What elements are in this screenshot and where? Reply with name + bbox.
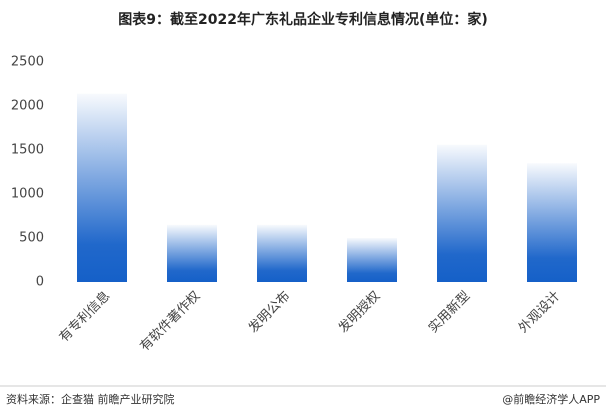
y-tick-label: 1000 bbox=[11, 187, 44, 202]
bar bbox=[77, 93, 127, 283]
bar bbox=[347, 238, 397, 282]
y-tick-label: 2500 bbox=[11, 55, 44, 70]
x-tick-label: 发明公布 bbox=[245, 288, 293, 336]
chart-title: 图表9：截至2022年广东礼品企业专利信息情况(单位：家) bbox=[118, 11, 488, 28]
bar bbox=[167, 224, 217, 282]
y-tick-label: 2000 bbox=[11, 99, 44, 114]
x-tick-label: 有软件著作权 bbox=[137, 288, 203, 354]
source-note: 资料来源：企查猫 前瞻产业研究院 bbox=[6, 392, 175, 406]
bar bbox=[437, 144, 487, 282]
y-tick-label: 500 bbox=[19, 231, 44, 246]
x-tick-label: 实用新型 bbox=[425, 288, 473, 336]
y-tick-label: 0 bbox=[36, 275, 44, 290]
y-tick-label: 1500 bbox=[11, 143, 44, 158]
x-tick-label: 发明授权 bbox=[335, 288, 383, 336]
bar bbox=[257, 224, 307, 282]
bar bbox=[527, 163, 577, 282]
x-tick-label: 外观设计 bbox=[516, 289, 563, 336]
x-tick-label: 有专利信息 bbox=[56, 288, 113, 345]
credit: @前瞻经济学人APP bbox=[502, 392, 600, 406]
